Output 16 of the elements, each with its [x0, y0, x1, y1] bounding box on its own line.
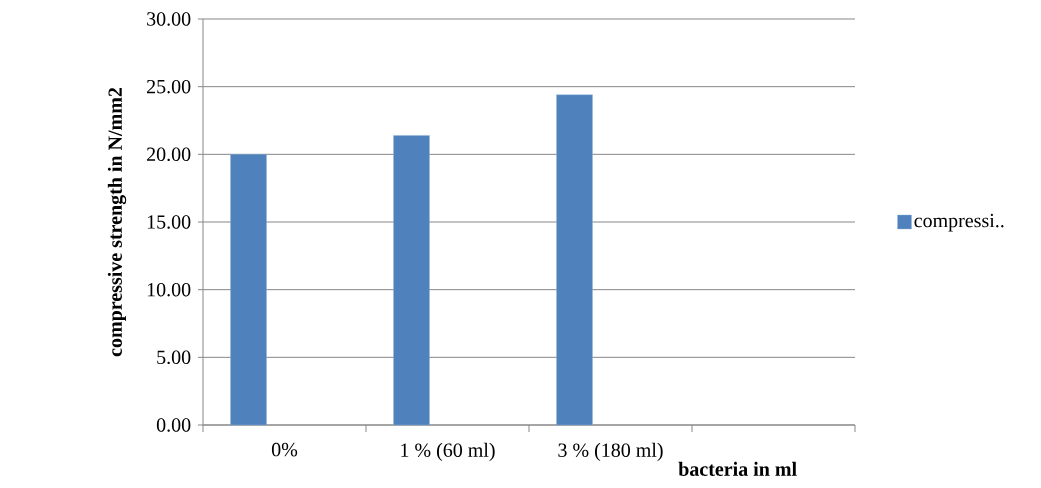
legend-label: compressi.. [914, 213, 1004, 232]
bar [393, 135, 430, 426]
y-tick-label: 5.00 [157, 350, 191, 365]
x-tick-label: 0% [271, 442, 298, 457]
y-tick-label: 20.00 [147, 147, 191, 162]
bar [556, 94, 593, 426]
y-tick-label: 0.00 [156, 418, 191, 432]
y-axis-title: compressive strength in N/mm2 [107, 87, 127, 357]
y-tick-label: 25.00 [147, 79, 191, 94]
y-tick-label: 15.00 [147, 215, 191, 229]
x-axis-title: bacteria in ml [678, 461, 797, 476]
bar [230, 154, 267, 426]
x-tick-label: 3 % (180 ml) [558, 442, 663, 462]
x-tick-label: 1 % (60 ml) [401, 442, 495, 462]
y-tick-label: 10.00 [147, 282, 191, 297]
y-tick-label: 30.00 [147, 12, 191, 26]
